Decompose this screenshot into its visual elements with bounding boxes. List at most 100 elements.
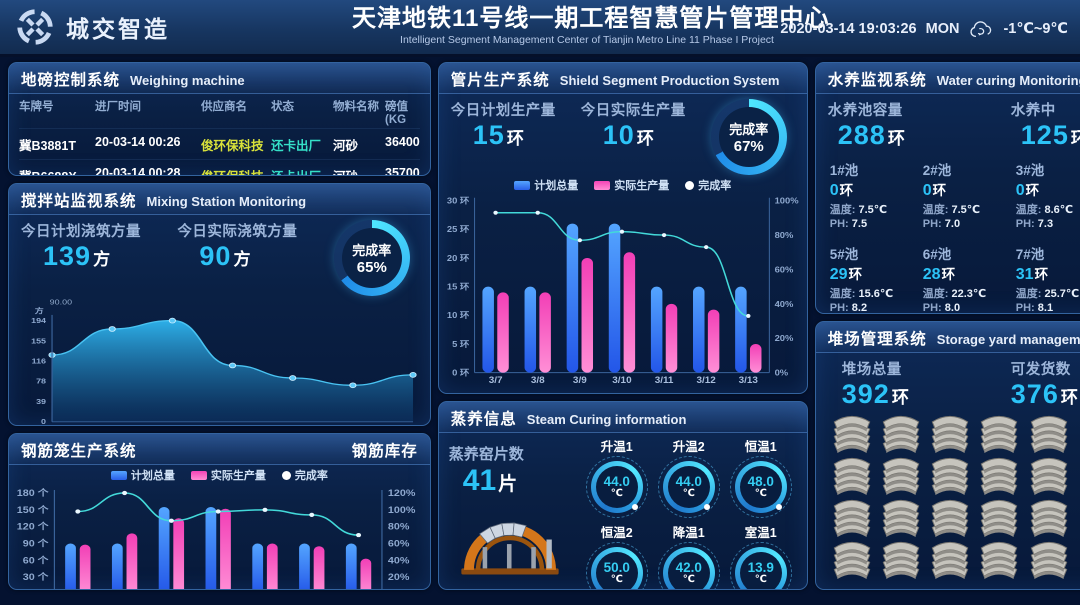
segment-stack-icon bbox=[833, 415, 871, 454]
water-title-en: Water curing Monitoring bbox=[936, 73, 1080, 88]
dashboard-board: 地磅控制系统 Weighing machine 车牌号 进厂时间 供应商名 状态 物料名… bbox=[0, 57, 1080, 597]
gauge-label: 恒温1 bbox=[744, 440, 777, 454]
svg-text:0%: 0% bbox=[774, 368, 788, 378]
weighing-header: 地磅控制系统 Weighing machine bbox=[9, 63, 430, 94]
weekday-text: MON bbox=[925, 20, 960, 37]
svg-text:3/8: 3/8 bbox=[531, 376, 545, 387]
steam-gauge: 升温1 44.0 ℃ bbox=[585, 436, 648, 518]
pool-ph: PH: 8.0 bbox=[922, 302, 961, 314]
pool-name: 2#池 bbox=[922, 163, 952, 178]
segment-stack-icon bbox=[1030, 499, 1067, 538]
production-plan-number: 15 bbox=[472, 120, 505, 150]
svg-text:0: 0 bbox=[41, 418, 47, 426]
pool-temperature: 温度: 8.6℃ bbox=[1015, 204, 1074, 216]
gauge-label: 升温1 bbox=[600, 440, 633, 454]
svg-text:20%: 20% bbox=[774, 333, 793, 343]
svg-text:60%: 60% bbox=[774, 265, 793, 275]
svg-text:25 环: 25 环 bbox=[447, 225, 469, 235]
svg-text:30 个: 30 个 bbox=[23, 571, 49, 583]
svg-text:3/7: 3/7 bbox=[488, 376, 502, 387]
mixing-completion-ring: 完成率 65% bbox=[333, 220, 410, 296]
weight-cell: 36400 bbox=[385, 135, 420, 149]
weighing-col-header: 供应商名 bbox=[201, 101, 247, 113]
production-plan-unit: 环 bbox=[506, 129, 524, 148]
svg-text:15 环: 15 环 bbox=[447, 282, 469, 292]
storage-title-en: Storage yard management bbox=[936, 332, 1080, 347]
weighing-table-header: 车牌号 进厂时间 供应商名 状态 物料名称 磅值(KG bbox=[19, 95, 420, 128]
svg-text:3/11: 3/11 bbox=[654, 376, 673, 387]
panel-steam: 蒸养信息 Steam Curing information 蒸养窑片数 41 片 bbox=[437, 401, 808, 590]
pool-name: 5#池 bbox=[829, 247, 859, 262]
production-actual-unit: 环 bbox=[636, 129, 654, 148]
mixing-title-cn: 搅拌站监视系统 bbox=[21, 193, 137, 210]
legend-item-actual: 实际生产量 bbox=[594, 177, 669, 193]
svg-text:60%: 60% bbox=[388, 539, 410, 549]
segment-stack-icon bbox=[1030, 415, 1067, 454]
time-cell: 20-03-14 00:26 bbox=[95, 135, 181, 149]
gauge-value: 42.0 bbox=[675, 559, 702, 575]
production-bar-chart: 0 环 5 环 10 环 15 环 20 环 25 环 30 环 0% 20% 40% 60% 80%… bbox=[447, 196, 799, 387]
legend-item-plan: 计划总量 bbox=[110, 467, 175, 483]
pool-ph: PH: 8.1 bbox=[1015, 302, 1054, 314]
storage-total-number: 392 bbox=[841, 379, 890, 409]
pool-ph: PH: 7.0 bbox=[922, 218, 961, 230]
middle-column: 管片生产系统 Shield Segment Production System … bbox=[437, 62, 808, 590]
svg-text:60 个: 60 个 bbox=[23, 554, 49, 566]
page-title-block: 天津地铁11号线一期工程智慧管片管理中心 Intelligent Segment… bbox=[352, 5, 828, 46]
mixing-plan-stat: 今日计划浇筑方量 139 方 bbox=[21, 220, 177, 272]
legend-item-rate: 完成率 bbox=[281, 467, 328, 483]
svg-text:120%: 120% bbox=[388, 489, 416, 499]
legend-actual-label: 实际生产量 bbox=[210, 470, 266, 482]
production-title-en: Shield Segment Production System bbox=[559, 73, 780, 88]
pool-name: 7#池 bbox=[1015, 247, 1045, 262]
gauge-value: 13.9 bbox=[747, 559, 774, 575]
legend-rate-label: 完成率 bbox=[294, 470, 328, 482]
gauge-value: 44.0 bbox=[603, 473, 630, 489]
water-pool-item: 2#池 0环 温度: 7.5℃ PH: 7.0 bbox=[923, 159, 1016, 230]
production-actual-label: 今日实际生产量 bbox=[580, 103, 686, 119]
segment-stacks-grid bbox=[828, 412, 1074, 580]
production-header: 管片生产系统 Shield Segment Production System bbox=[438, 63, 807, 94]
rebar-header: 钢筋笼生产系统 钢筋库存 bbox=[9, 434, 430, 465]
steam-header: 蒸养信息 Steam Curing information bbox=[438, 402, 807, 433]
storage-ship-stat: 可发货数 376 环 bbox=[1011, 358, 1080, 410]
gauge-dial: 42.0 ℃ bbox=[662, 547, 715, 589]
weighing-col-header: 磅值(KG bbox=[385, 101, 408, 126]
mixing-plan-label: 今日计划浇筑方量 bbox=[21, 224, 141, 240]
gauge-unit: ℃ bbox=[682, 487, 695, 499]
gauge-pointer-dot bbox=[631, 504, 638, 510]
gauge-label: 恒温2 bbox=[600, 526, 633, 540]
weighing-table-rows: 冀B3881T 20-03-14 00:26 俊环保科技 还卡出厂 河砂 364… bbox=[19, 128, 420, 175]
svg-text:90.00: 90.00 bbox=[50, 298, 73, 306]
segment-stack-icon bbox=[833, 499, 871, 538]
mixing-actual-number: 90 bbox=[199, 241, 232, 271]
production-plan-label: 今日计划生产量 bbox=[450, 103, 556, 119]
storage-stats: 堆场总量 392 环 可发货数 376 环 bbox=[816, 353, 1080, 410]
gauge-unit: ℃ bbox=[682, 573, 695, 585]
steam-title-en: Steam Curing information bbox=[526, 412, 687, 427]
actual-swatch bbox=[190, 470, 207, 480]
left-column: 地磅控制系统 Weighing machine 车牌号 进厂时间 供应商名 状态 物料名… bbox=[8, 62, 431, 590]
kiln-count-label: 蒸养窑片数 bbox=[448, 446, 524, 463]
gauge-pointer-dot bbox=[703, 504, 710, 510]
weighing-row: 冀B3881T 20-03-14 00:26 俊环保科技 还卡出厂 河砂 364… bbox=[19, 128, 420, 159]
legend-plan-label: 计划总量 bbox=[534, 180, 579, 192]
steam-gauge: 升温2 44.0 ℃ bbox=[657, 436, 720, 518]
pool-name: 6#池 bbox=[922, 247, 952, 262]
gauge-value: 44.0 bbox=[675, 473, 702, 489]
svg-text:0 个: 0 个 bbox=[29, 588, 49, 590]
svg-text:194: 194 bbox=[31, 317, 47, 325]
svg-text:150 个: 150 个 bbox=[17, 504, 49, 516]
water-curing-stat: 水养中 125环 bbox=[1011, 99, 1080, 151]
gauge-dial: 50.0 ℃ bbox=[590, 547, 643, 589]
mixing-plan-number: 139 bbox=[43, 241, 92, 271]
production-plan-stat: 今日计划生产量 15 环 bbox=[451, 99, 581, 151]
water-title-cn: 水养监视系统 bbox=[827, 72, 927, 89]
pool-ph: PH: 8.2 bbox=[829, 302, 868, 314]
mixing-actual-label: 今日实际浇筑方量 bbox=[177, 224, 298, 240]
legend-item-plan: 计划总量 bbox=[514, 177, 578, 193]
status-cell: 还卡出厂 bbox=[271, 139, 322, 153]
rebar-legend: 计划总量 实际生产量 完成率 bbox=[9, 465, 430, 483]
production-completion-ring: 完成率 67% bbox=[710, 99, 787, 175]
weighing-title-cn: 地磅控制系统 bbox=[21, 72, 121, 89]
